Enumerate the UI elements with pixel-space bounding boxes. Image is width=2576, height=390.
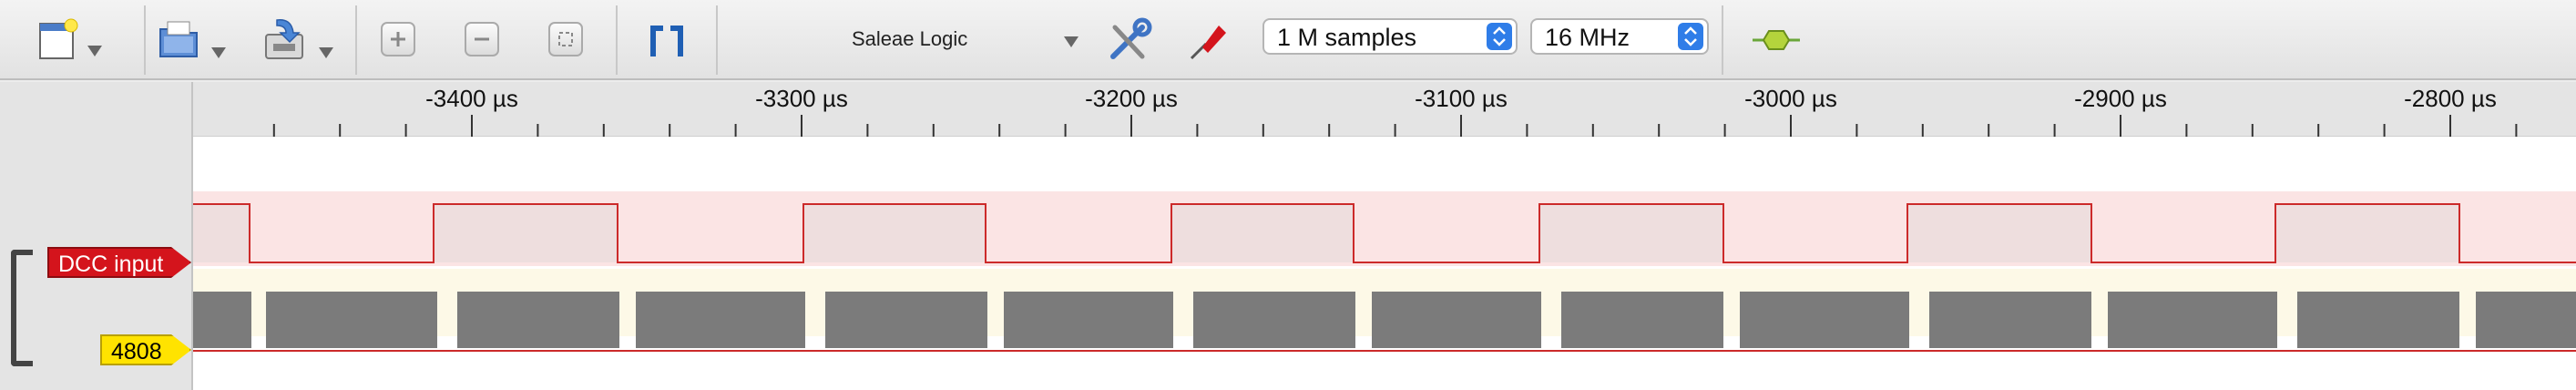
toolbar-separator [716, 5, 718, 75]
ruler-tick-label: -3200 µs [1085, 85, 1178, 112]
zoom-out-icon [475, 37, 489, 41]
toolbar-separator [144, 5, 146, 75]
pulse-high-shade [1907, 204, 2091, 262]
ruler-tick-label: -3000 µs [1744, 85, 1837, 112]
pulse-high-shade [1171, 204, 1354, 262]
sample-rate-value: 16 MHz [1545, 24, 1630, 51]
ruler-tick-label: -3400 µs [425, 85, 518, 112]
new-session-button[interactable] [36, 16, 109, 64]
pulse-high-shade [193, 204, 250, 262]
toolbar: Saleae Logic 1 M samples 16 MH [0, 0, 2576, 80]
probe-icon [1190, 26, 1226, 60]
channel-panel: DCC input 4808 [0, 82, 193, 390]
toolbar-separator [616, 5, 618, 75]
ruler-tick-label: -2800 µs [2404, 85, 2497, 112]
decoded-data-block[interactable] [1740, 292, 1909, 348]
probe-button[interactable] [1184, 16, 1233, 66]
save-button[interactable] [261, 16, 337, 64]
decoded-data-block[interactable] [457, 292, 619, 348]
sample-count-select[interactable]: 1 M samples [1262, 18, 1518, 55]
sample-rate-select[interactable]: 16 MHz [1530, 18, 1709, 55]
select-stepper-icon [1678, 23, 1703, 50]
analyzer-button[interactable] [1749, 20, 1804, 60]
zoom-fit-icon [558, 32, 573, 46]
channel-group-bracket[interactable] [11, 250, 33, 366]
chevron-down-icon [211, 47, 226, 58]
zoom-fit-button[interactable] [548, 22, 583, 56]
ruler-tick-label: -3100 µs [1415, 85, 1508, 112]
toolbar-separator [355, 5, 357, 75]
marker-button[interactable] [643, 18, 692, 62]
decoded-data-block[interactable] [2108, 292, 2277, 348]
ruler-tick-label: -3300 µs [755, 85, 848, 112]
marker-icon [650, 26, 683, 56]
zoom-in-icon [391, 32, 405, 46]
device-settings-button[interactable] [1104, 16, 1153, 66]
decoded-data-block[interactable] [1929, 292, 2091, 348]
decoded-data-block[interactable] [1372, 292, 1541, 348]
select-stepper-icon [1487, 23, 1512, 50]
pulse-high-shade [434, 204, 618, 262]
analyzer-icon [1753, 30, 1800, 50]
new-session-icon [39, 18, 78, 59]
decoded-data-block[interactable] [1193, 292, 1355, 348]
decoded-data-block[interactable] [2297, 292, 2459, 348]
waveform-canvas [193, 191, 2576, 352]
decoded-data-block[interactable] [825, 292, 987, 348]
channel-label-4808[interactable]: 4808 [100, 334, 191, 365]
sample-count-value: 1 M samples [1277, 24, 1417, 51]
time-ruler[interactable]: -3400 µs -3300 µs -3200 µs -3100 µs -3000 µs… [193, 82, 2576, 137]
device-dropdown-chevron-icon[interactable] [1064, 36, 1078, 47]
zoom-in-button[interactable] [381, 22, 415, 56]
decoded-data-block[interactable] [636, 292, 805, 348]
decoded-data-block[interactable] [2476, 292, 2576, 348]
decoded-data-block[interactable] [1004, 292, 1173, 348]
decoded-data-block[interactable] [266, 292, 437, 348]
ruler-tick-label: -2900 µs [2074, 85, 2167, 112]
zoom-out-button[interactable] [465, 22, 499, 56]
ruler-ticks [272, 115, 2518, 137]
save-icon [265, 19, 303, 59]
channel-label-dcc-input[interactable]: DCC input [47, 247, 191, 278]
pulse-high-shade [2275, 204, 2459, 262]
chevron-down-icon [87, 46, 102, 56]
open-icon [159, 21, 198, 57]
dcc-input-waveform [193, 203, 2576, 263]
pulse-high-shade [1539, 204, 1723, 262]
chevron-down-icon [319, 47, 333, 58]
settings-tools-icon [1110, 17, 1152, 59]
open-button[interactable] [157, 16, 230, 64]
decoded-data-block[interactable] [193, 292, 251, 348]
decoded-data-block[interactable] [1561, 292, 1723, 348]
waveform-area[interactable] [193, 137, 2576, 390]
pulse-high-shade [803, 204, 986, 262]
device-name-label: Saleae Logic [852, 27, 968, 50]
toolbar-separator [1722, 5, 1723, 75]
